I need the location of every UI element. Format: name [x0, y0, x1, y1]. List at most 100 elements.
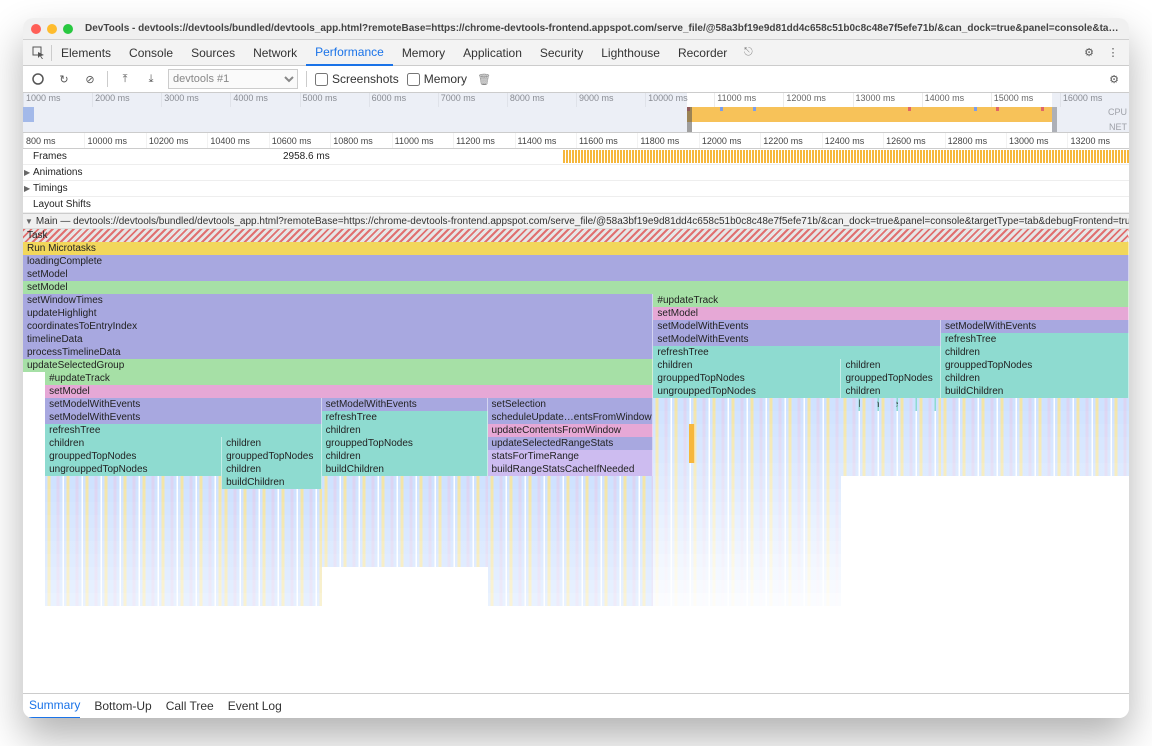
flame-stripes[interactable]: [841, 450, 941, 463]
more-icon[interactable]: ⋮: [1101, 41, 1125, 65]
flame-stripes[interactable]: [222, 515, 322, 528]
flame-stripes[interactable]: [653, 424, 841, 437]
flame-bar[interactable]: timelineData: [23, 333, 653, 346]
flame-bar[interactable]: setModelWithEvents: [653, 333, 941, 346]
tab-lighthouse[interactable]: Lighthouse: [592, 40, 669, 66]
flame-bar[interactable]: children: [941, 346, 1129, 359]
flame-stripes[interactable]: [653, 437, 841, 450]
flame-bar[interactable]: children: [222, 463, 322, 476]
flame-bar[interactable]: updateContentsFromWindow: [488, 424, 654, 437]
flame-bar[interactable]: setModel: [45, 385, 653, 398]
tab-application[interactable]: Application: [454, 40, 531, 66]
flame-bar[interactable]: updateHighlight: [23, 307, 653, 320]
flame-bar[interactable]: children: [653, 359, 841, 372]
flame-bar[interactable]: #updateTrack: [653, 294, 1129, 307]
flame-stripes[interactable]: [653, 593, 841, 606]
flame-stripes[interactable]: [488, 502, 654, 515]
flame-bar[interactable]: buildRangeStatsCacheIfNeeded: [488, 463, 654, 476]
frames-row[interactable]: Frames 2958.6 ms: [23, 149, 1129, 165]
flame-bar[interactable]: setModelWithEvents: [322, 398, 488, 411]
record-icon[interactable]: [29, 70, 47, 88]
timings-row[interactable]: ▶Timings: [23, 181, 1129, 197]
tab-elements[interactable]: Elements: [52, 40, 120, 66]
flame-bar[interactable]: refreshTree: [653, 346, 941, 359]
flame-stripes[interactable]: [488, 593, 654, 606]
flame-stripes[interactable]: [45, 476, 222, 489]
flame-stripes[interactable]: [653, 567, 841, 580]
flame-stripes[interactable]: [653, 580, 841, 593]
flame-stripes[interactable]: [488, 541, 654, 554]
flame-stripes[interactable]: [45, 554, 222, 567]
flame-stripes[interactable]: [841, 398, 941, 411]
flame-bar[interactable]: setModelWithEvents: [45, 398, 322, 411]
inspect-icon[interactable]: [27, 41, 51, 65]
flame-bar[interactable]: children: [45, 437, 222, 450]
flame-stripes[interactable]: [653, 398, 841, 411]
flame-bar[interactable]: loadingComplete: [23, 255, 1129, 268]
detail-tab-call-tree[interactable]: Call Tree: [166, 694, 214, 719]
settings-icon[interactable]: ⚙: [1077, 41, 1101, 65]
flame-stripes[interactable]: [653, 554, 841, 567]
reload-icon[interactable]: ↻: [55, 70, 73, 88]
upload-icon[interactable]: ⤒: [116, 70, 134, 88]
flame-stripes[interactable]: [653, 489, 841, 502]
flame-stripes[interactable]: [488, 515, 654, 528]
overview-handle[interactable]: [687, 107, 692, 132]
flame-stripes[interactable]: [841, 411, 941, 424]
flame-stripes[interactable]: [941, 463, 1129, 476]
flame-bar[interactable]: setModel: [23, 268, 1129, 281]
flame-bar[interactable]: children: [841, 359, 941, 372]
flame-bar[interactable]: grouppedTopNodes: [45, 450, 222, 463]
memory-checkbox[interactable]: Memory: [407, 72, 467, 86]
download-icon[interactable]: ⤓: [142, 70, 160, 88]
flame-stripes[interactable]: [45, 580, 222, 593]
profile-selector[interactable]: devtools #1: [168, 69, 298, 89]
flame-bar[interactable]: grouppedTopNodes: [322, 437, 488, 450]
flame-stripes[interactable]: [841, 437, 941, 450]
flame-bar[interactable]: buildChildren: [941, 385, 1129, 398]
flame-bar[interactable]: processTimelineData: [23, 346, 653, 359]
flame-stripes[interactable]: [322, 502, 488, 515]
flame-bar[interactable]: ungrouppedTopNodes: [653, 385, 841, 398]
overview-strip[interactable]: 1000 ms2000 ms3000 ms4000 ms5000 ms6000 …: [23, 93, 1129, 133]
clear-icon[interactable]: ⊘: [81, 70, 99, 88]
flame-stripes[interactable]: [941, 424, 1129, 437]
flame-bar[interactable]: children: [941, 372, 1129, 385]
animations-row[interactable]: ▶Animations: [23, 165, 1129, 181]
trash-icon[interactable]: 🗑: [475, 70, 493, 88]
flame-stripes[interactable]: [488, 489, 654, 502]
flame-stripes[interactable]: [488, 528, 654, 541]
flame-bar[interactable]: Task: [23, 229, 1129, 242]
flame-bar[interactable]: children: [222, 437, 322, 450]
flame-stripes[interactable]: [488, 580, 654, 593]
flame-stripes[interactable]: [322, 541, 488, 554]
flame-bar[interactable]: grouppedTopNodes: [222, 450, 322, 463]
flame-spike[interactable]: [689, 424, 696, 463]
flame-stripes[interactable]: [488, 554, 654, 567]
flame-bar[interactable]: grouppedTopNodes: [941, 359, 1129, 372]
flame-stripes[interactable]: [222, 593, 322, 606]
flame-stripes[interactable]: [322, 489, 488, 502]
flame-stripes[interactable]: [322, 476, 488, 489]
zoom-icon[interactable]: [63, 24, 73, 34]
flame-bar[interactable]: refreshTree: [322, 411, 488, 424]
flame-stripes[interactable]: [45, 528, 222, 541]
tab-network[interactable]: Network: [244, 40, 306, 66]
flame-bar[interactable]: setModel: [653, 307, 1129, 320]
flame-stripes[interactable]: [941, 450, 1129, 463]
flame-stripes[interactable]: [45, 515, 222, 528]
flame-stripes[interactable]: [222, 489, 322, 502]
main-thread-header[interactable]: ▼Main — devtools://devtools/bundled/devt…: [23, 213, 1129, 229]
flame-bar[interactable]: setModelWithEvents: [45, 411, 322, 424]
detail-tab-summary[interactable]: Summary: [29, 694, 80, 719]
flame-stripes[interactable]: [222, 528, 322, 541]
flame-bar[interactable]: grouppedTopNodes: [653, 372, 841, 385]
flame-bar[interactable]: setWindowTimes: [23, 294, 653, 307]
flame-stripes[interactable]: [222, 541, 322, 554]
flame-stripes[interactable]: [653, 411, 841, 424]
flame-stripes[interactable]: [322, 515, 488, 528]
flame-bar[interactable]: children: [322, 450, 488, 463]
flame-bar[interactable]: Run Microtasks: [23, 242, 1129, 255]
flame-stripes[interactable]: [841, 424, 941, 437]
flame-stripes[interactable]: [488, 476, 654, 489]
